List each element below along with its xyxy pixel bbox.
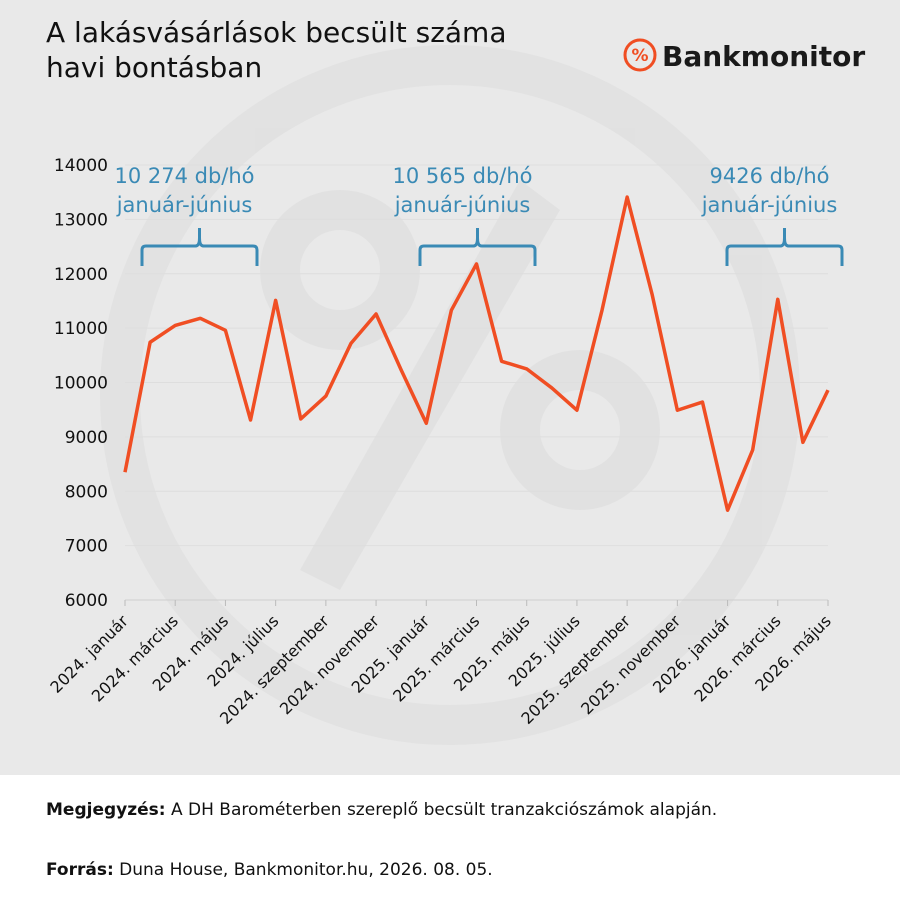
bracket <box>418 228 537 266</box>
line-series <box>123 195 830 513</box>
logo: % Bankmonitor <box>623 38 865 73</box>
annotation-period: január-június <box>394 193 531 217</box>
y-tick-label: 6000 <box>65 591 108 611</box>
note: Megjegyzés: A DH Barométerben szereplő b… <box>46 800 717 820</box>
y-tick-label: 14000 <box>54 156 108 176</box>
y-tick-label: 7000 <box>65 537 108 557</box>
annotation-period: január-június <box>116 193 253 217</box>
annotation: 9426 db/hó január-június <box>701 164 844 266</box>
chart-subtitle: havi bontásban <box>46 51 262 84</box>
annotation-value: 10 565 db/hó <box>392 164 532 188</box>
note-label: Megjegyzés: <box>46 800 166 820</box>
source: Forrás: Duna House, Bankmonitor.hu, 2026… <box>46 860 493 880</box>
y-tick-label: 12000 <box>54 265 108 285</box>
brand: Bankmonitor <box>662 40 865 73</box>
annotation: 10 565 db/hó január-június <box>392 164 537 266</box>
bracket <box>725 228 844 266</box>
y-tick-label: 11000 <box>54 319 108 339</box>
annotation-value: 10 274 db/hó <box>114 164 254 188</box>
chart-title: A lakásvásárlások becsült száma <box>46 16 506 49</box>
y-tick-label: 10000 <box>54 374 108 394</box>
watermark <box>100 45 800 745</box>
svg-text:%: % <box>631 46 648 66</box>
annotation: 10 274 db/hó január-június <box>114 164 259 266</box>
note-text: A DH Barométerben szereplő becsült tranz… <box>171 800 717 820</box>
y-tick-label: 13000 <box>54 210 108 230</box>
y-tick-label: 8000 <box>65 482 108 502</box>
bracket <box>140 228 259 266</box>
y-tick-label: 9000 <box>65 428 108 448</box>
source-text: Duna House, Bankmonitor.hu, 2026. 08. 05… <box>119 860 493 880</box>
source-label: Forrás: <box>46 860 114 880</box>
annotation-value: 9426 db/hó <box>709 164 829 188</box>
annotation-period: január-június <box>701 193 838 217</box>
